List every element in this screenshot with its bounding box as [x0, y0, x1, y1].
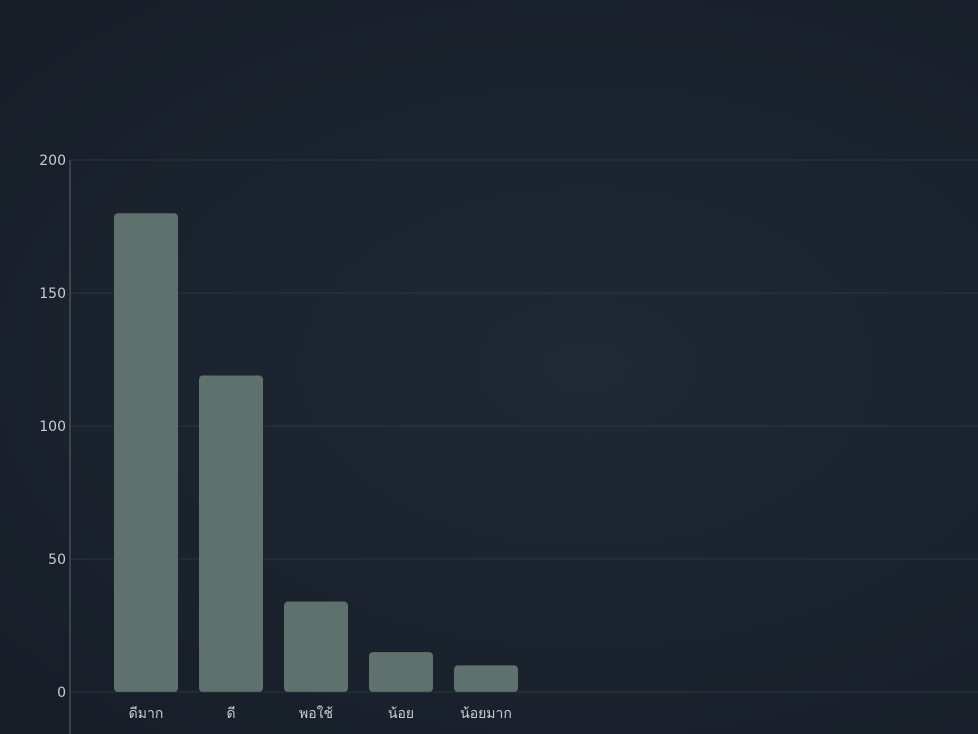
y-tick-label: 100 [39, 419, 66, 435]
bar-1 [114, 213, 178, 692]
y-tick-labels: 0 50 100 150 200 [39, 153, 66, 701]
y-tick-label: 150 [39, 286, 66, 302]
y-tick-label: 200 [39, 153, 66, 169]
bar-3 [284, 601, 348, 692]
x-tick-label: ดี [226, 706, 235, 722]
y-tick-label: 0 [57, 685, 66, 701]
x-tick-label: น้อยมาก [460, 706, 512, 722]
bars [114, 213, 518, 692]
bar-4 [369, 652, 433, 692]
bar-5 [454, 665, 518, 692]
bar-2 [199, 375, 263, 692]
x-tick-label: น้อย [388, 706, 414, 722]
y-tick-label: 50 [48, 552, 66, 568]
x-tick-labels: ดีมาก ดี พอใช้ น้อย น้อยมาก [129, 705, 512, 722]
x-tick-label: ดีมาก [129, 706, 164, 722]
axes [69, 160, 978, 734]
x-tick-label: พอใช้ [299, 705, 333, 722]
